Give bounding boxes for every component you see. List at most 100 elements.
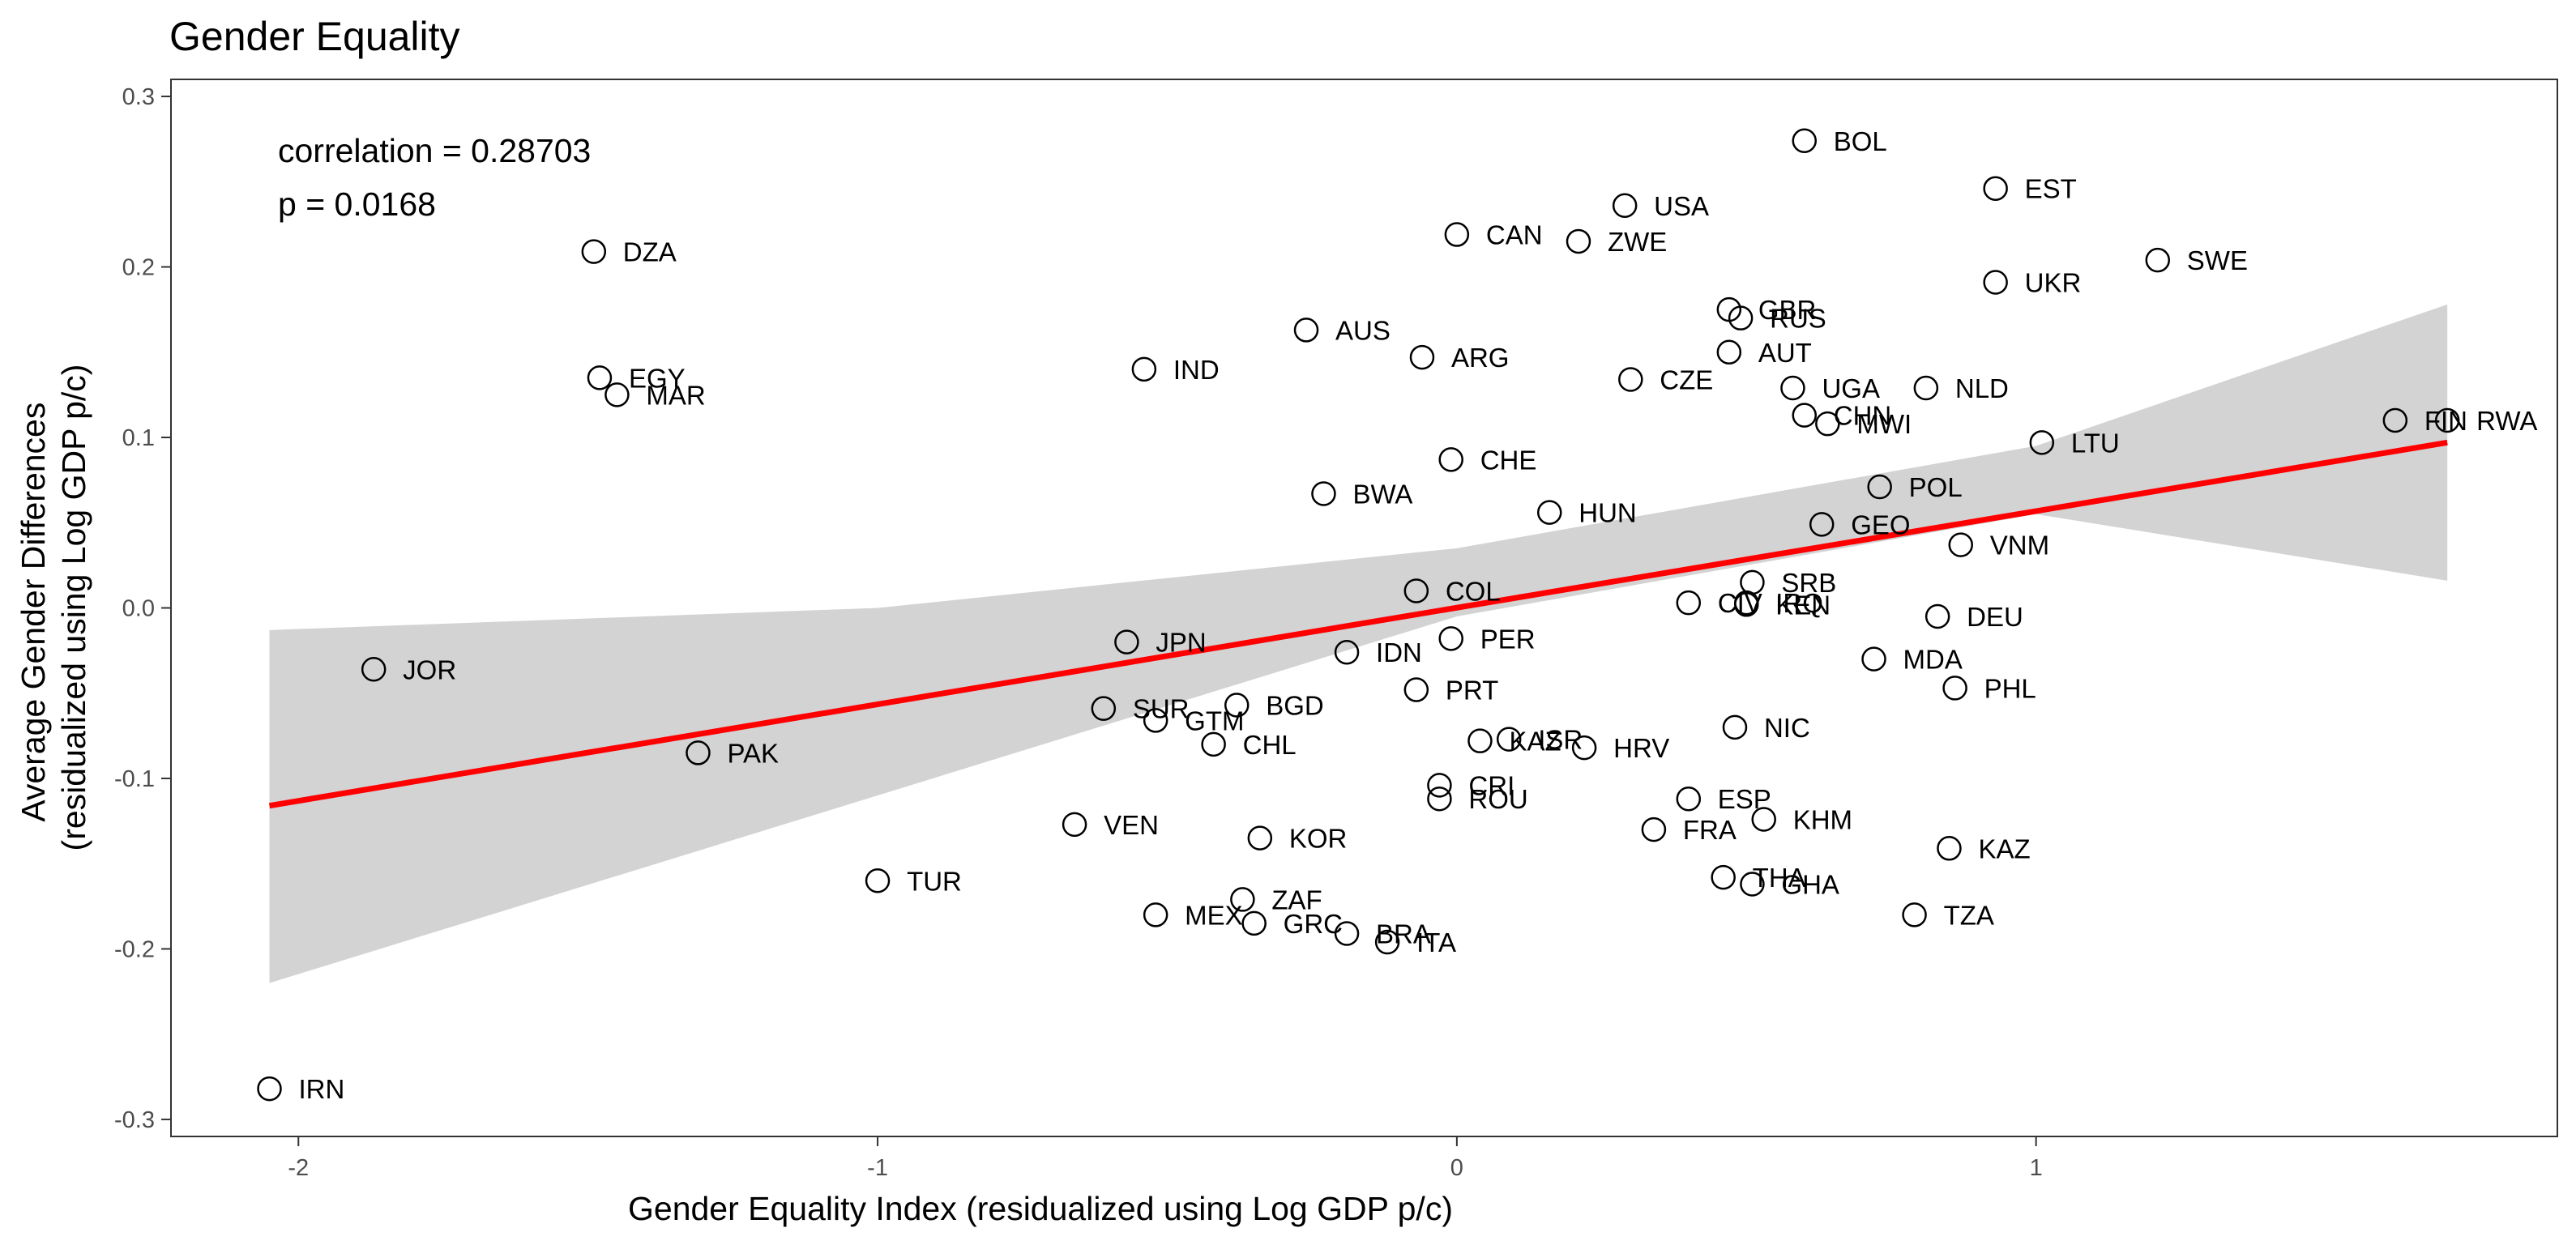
data-point-aus [1293, 318, 1319, 343]
fit-line-layer [268, 439, 2448, 809]
data-point-geo [1809, 512, 1835, 537]
data-point-jor [361, 657, 387, 682]
data-point-irn [257, 1076, 282, 1102]
point-label-bol: BOL [1834, 126, 1887, 156]
data-point-ukr [1983, 270, 2008, 295]
point-label-isr: ISR [1538, 725, 1583, 755]
point-label-egy: EGY [629, 363, 686, 393]
point-label-vnm: VNM [1990, 531, 2049, 561]
data-point-jpn [1114, 629, 1139, 654]
data-point-khm [1751, 807, 1776, 832]
data-point-kaz [1937, 836, 1962, 861]
point-label-ven: VEN [1104, 810, 1159, 840]
point-label-cri: CRI [1468, 770, 1514, 800]
y-tick-label: 0.2 [122, 255, 155, 281]
data-point-ken [1734, 592, 1759, 617]
confidence-band [269, 304, 2448, 983]
x-tick-label: -1 [867, 1155, 888, 1181]
data-point-kor [1247, 825, 1273, 851]
data-point-chn [1792, 403, 1818, 428]
data-point-esp [1676, 786, 1702, 812]
data-point-tza [1902, 902, 1927, 927]
point-label-pol: POL [1909, 472, 1963, 502]
x-axis: -2 -1 0 1 [288, 1136, 2043, 1181]
y-tick-label: -0.3 [114, 1107, 155, 1133]
point-label-hun: HUN [1578, 498, 1637, 528]
data-point-zwe [1566, 228, 1591, 254]
data-point-bgd [1224, 693, 1250, 718]
data-point-bra [1334, 921, 1360, 946]
data-point-fin [2382, 407, 2408, 433]
data-point-rus [1728, 305, 1754, 330]
point-label-dza: DZA [623, 237, 677, 267]
data-point-mar [604, 382, 630, 407]
data-point-gha [1740, 872, 1765, 897]
point-label-deu: DEU [1967, 602, 2023, 632]
data-point-rou [1427, 786, 1452, 812]
point-label-idn: IDN [1376, 637, 1422, 667]
point-label-kor: KOR [1289, 824, 1348, 854]
point-label-hrv: HRV [1613, 733, 1669, 763]
point-label-bra: BRA [1376, 919, 1431, 949]
data-point-che [1438, 447, 1463, 472]
data-point-egy [587, 365, 613, 390]
chart-title: Gender Equality [169, 14, 460, 59]
data-point-mwi [1815, 411, 1840, 437]
point-label-ltu: LTU [2071, 428, 2120, 458]
data-point-arg [1409, 344, 1435, 370]
y-axis-title: Average Gender Differences (residualized… [15, 365, 92, 851]
point-label-uga: UGA [1822, 373, 1880, 403]
y-tick-label: 0.0 [122, 596, 155, 622]
point-label-mex: MEX [1185, 900, 1243, 930]
data-point-cri [1427, 773, 1452, 798]
point-label-zaf: ZAF [1271, 885, 1322, 915]
point-label-bgd: BGD [1266, 690, 1324, 720]
data-point-civ [1676, 590, 1702, 616]
point-label-est: EST [2025, 174, 2077, 204]
data-point-ita [1374, 929, 1400, 955]
data-point-tur [865, 868, 891, 893]
point-label-ind: IND [1173, 355, 1220, 385]
data-point-bwa [1311, 481, 1336, 506]
point-label-gbr: GBR [1758, 295, 1817, 325]
point-label-nld: NLD [1955, 373, 2009, 403]
point-label-jor: JOR [403, 654, 456, 684]
point-label-gha: GHA [1781, 869, 1839, 899]
data-point-prt [1403, 677, 1429, 702]
data-point-ind [1131, 356, 1157, 382]
confidence-band-layer [269, 304, 2448, 983]
data-point-idn [1334, 639, 1360, 665]
point-label-pak: PAK [727, 738, 779, 768]
point-label-khm: KHM [1793, 805, 1852, 835]
data-point-usa [1612, 193, 1638, 219]
point-label-esp: ESP [1718, 784, 1771, 814]
point-label-tha: THA [1753, 863, 1806, 893]
point-label-tza: TZA [1944, 900, 1994, 930]
data-point-pak [686, 740, 711, 765]
data-point-cze [1618, 367, 1643, 392]
point-label-can: CAN [1486, 220, 1543, 250]
point-label-chn: CHN [1834, 401, 1892, 431]
point-label-ita: ITA [1416, 927, 1456, 957]
data-point-mex [1143, 902, 1168, 927]
y-axis-title-line-1: Average Gender Differences [15, 403, 52, 822]
point-label-fra: FRA [1683, 815, 1737, 845]
data-point-deu [1925, 603, 1950, 629]
point-label-rwa: RWA [2476, 406, 2537, 436]
point-label-jpn: JPN [1156, 628, 1206, 658]
points-layer [257, 128, 2460, 1102]
point-label-grc: GRC [1284, 909, 1343, 939]
point-label-ken: KEN [1775, 590, 1831, 620]
data-point-fra [1641, 816, 1667, 842]
data-point-nic [1722, 714, 1748, 740]
data-point-vnm [1948, 532, 1973, 557]
data-point-ltu [2029, 430, 2055, 455]
point-label-chl: CHL [1243, 730, 1297, 760]
point-label-cze: CZE [1660, 365, 1713, 394]
point-label-mda: MDA [1903, 645, 1963, 675]
point-label-arg: ARG [1451, 343, 1510, 373]
point-label-zwe: ZWE [1608, 227, 1667, 257]
point-label-fin: FIN [2424, 406, 2467, 436]
